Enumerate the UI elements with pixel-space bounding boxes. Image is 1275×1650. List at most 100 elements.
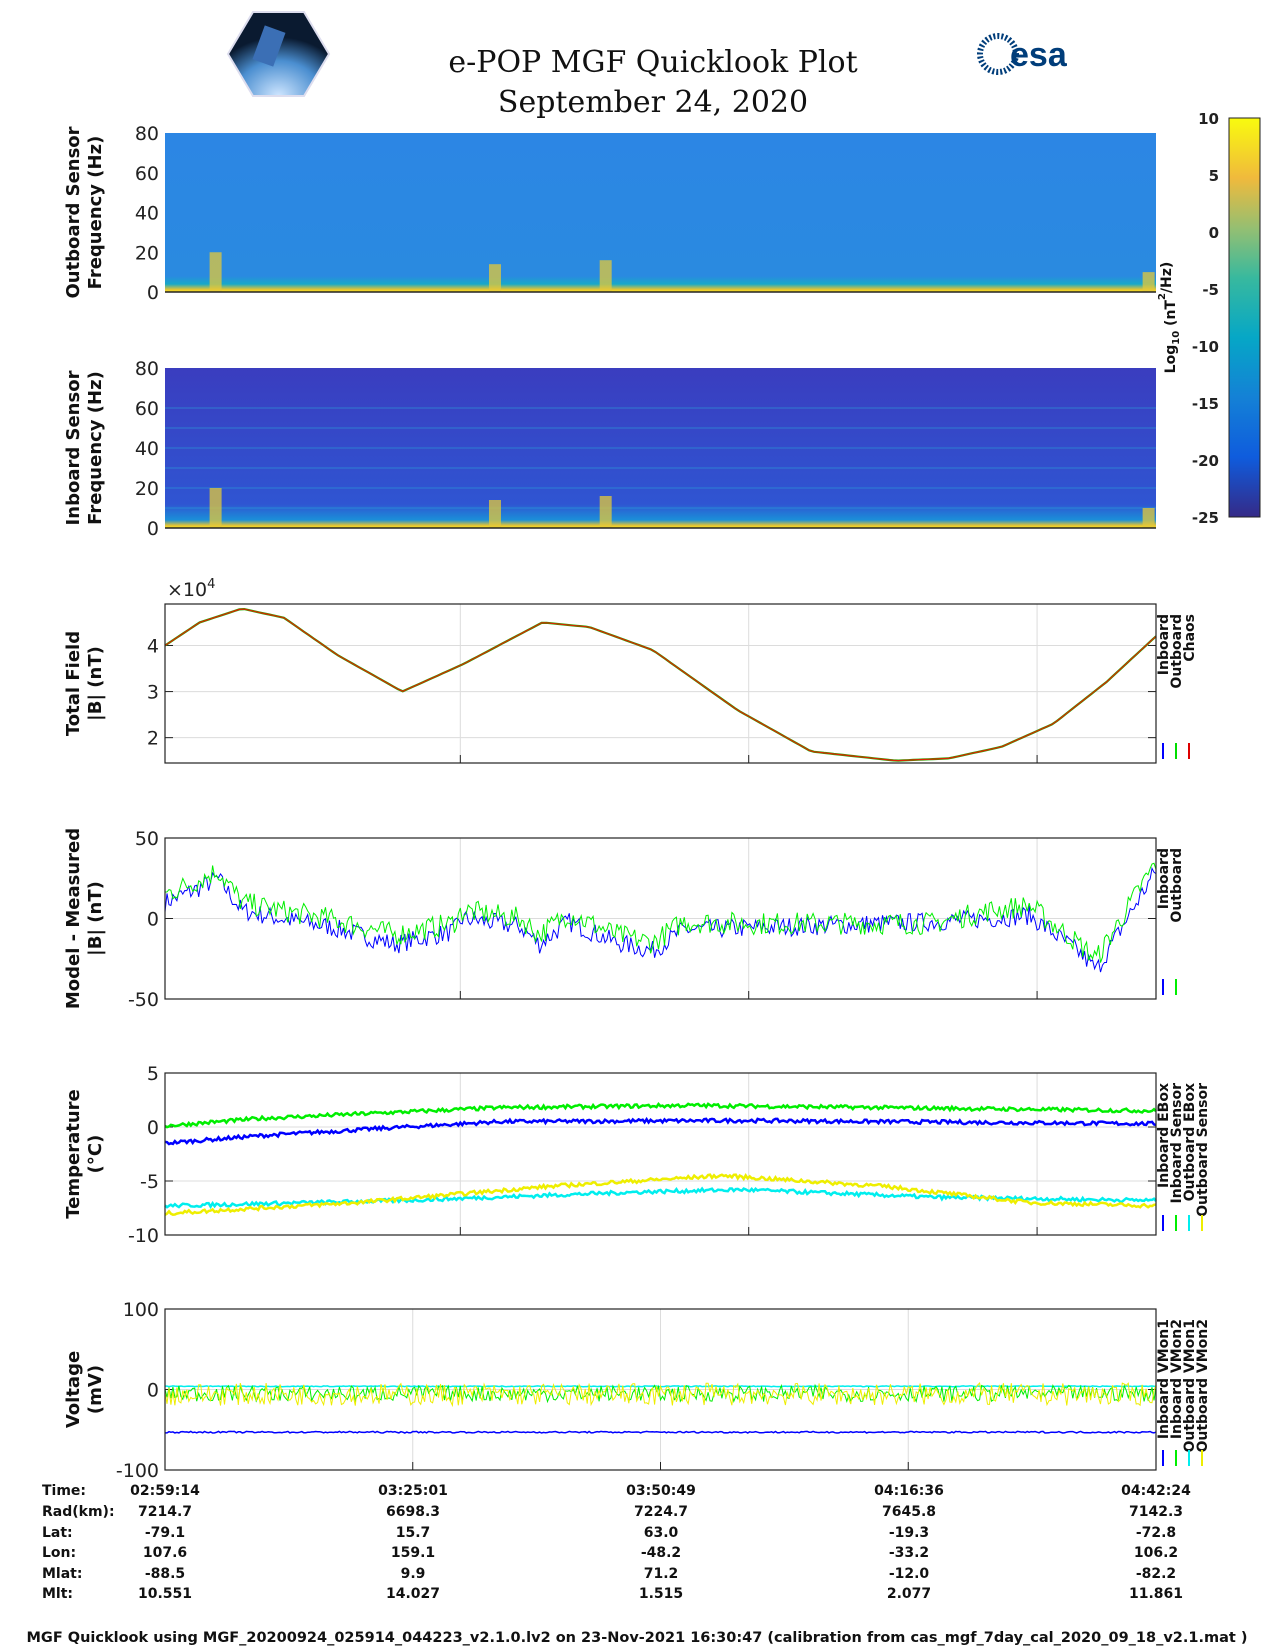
y-tick-label: 80 (135, 358, 159, 380)
table-cell: 107.6 (143, 1545, 187, 1561)
table-cell: 14.027 (386, 1586, 440, 1602)
table-cell: 04:16:36 (874, 1483, 944, 1499)
y-tick-label: -5 (140, 1171, 159, 1193)
axes-frame (164, 837, 1157, 1000)
exponent-superscript: 4 (207, 577, 215, 592)
y-axis-label: Frequency (Hz) (85, 371, 106, 525)
colorbar-label-part: (nT (1163, 300, 1179, 331)
y-tick-label: 60 (135, 398, 159, 420)
y-tick-label: 40 (135, 438, 159, 460)
axes-frame (164, 1072, 1157, 1236)
y-exponent-label: ×104 (167, 577, 215, 601)
colorbar (1228, 117, 1261, 518)
y-tick-label: 3 (147, 682, 159, 704)
table-cell: 2.077 (887, 1586, 931, 1602)
legend-label: Outboard VMon2 (1195, 1319, 1211, 1453)
table-row-label: Time: (42, 1483, 86, 1499)
spectral-burst (1142, 508, 1155, 528)
table-cell: 03:50:49 (626, 1483, 696, 1499)
colorbar-label-part: Log (1163, 345, 1179, 374)
legend-label: Inboard (1156, 848, 1172, 909)
colorbar-label-part: /Hz) (1159, 262, 1175, 293)
table-cell: 11.861 (1129, 1586, 1183, 1602)
colorbar-tick-label: -25 (1192, 509, 1219, 527)
table-cell: 7645.8 (882, 1504, 936, 1520)
y-axis-label: Outboard Sensor (63, 126, 84, 298)
table-cell: 03:25:01 (378, 1483, 448, 1499)
colorbar-tick-label: -15 (1192, 395, 1219, 413)
legend-label: Outboard Sensor (1195, 1083, 1211, 1217)
axes-frame (164, 1308, 1157, 1471)
table-cell: 1.515 (639, 1586, 683, 1602)
y-tick-label: -100 (116, 1460, 159, 1482)
spectral-burst (209, 488, 222, 528)
y-axis-label: Model - Measured (63, 828, 84, 1009)
table-cell: -33.2 (889, 1545, 929, 1561)
legend-label: Inboard (1156, 614, 1172, 675)
y-tick-label: 20 (135, 478, 159, 500)
legend-label: Inboard VMon2 (1169, 1319, 1185, 1439)
legend-label: Inboard Sensor (1169, 1083, 1185, 1204)
y-tick-label: 40 (135, 203, 159, 225)
table-row-label: Rad(km): (42, 1504, 115, 1520)
orbit-table: Time: Rad(km): Lat: Lon: Mlat: Mlt: 02:59:14 72… (42, 1483, 1191, 1602)
table-row-label: Mlat: (42, 1566, 82, 1582)
y-tick-label: 0 (147, 1380, 159, 1402)
series-inboard (164, 866, 1157, 973)
series-outboard-vmon2 (164, 1382, 1157, 1408)
table-cell: -12.0 (889, 1566, 930, 1582)
legend-label: Inboard VMon1 (1156, 1319, 1172, 1439)
y-tick-label: 100 (123, 1299, 159, 1321)
y-tick-label: 4 (147, 635, 159, 657)
legend-label: Outboard (1169, 848, 1185, 923)
table-cell: 7224.7 (634, 1504, 688, 1520)
colorbar-label-part: 10 (1171, 331, 1182, 345)
y-tick-label: 2 (147, 728, 159, 750)
y-axis-label: Temperature (63, 1089, 84, 1218)
outboard-spectrogram-image (165, 133, 1156, 292)
colorbar-label: Log10 (nT2/Hz) (1157, 262, 1182, 374)
legend-label: Chaos (1182, 614, 1198, 662)
y-tick-label: 60 (135, 163, 159, 185)
table-cell: -79.1 (145, 1525, 185, 1541)
colorbar-tick-label: -5 (1202, 281, 1219, 299)
series-chaos (164, 608, 1157, 762)
legend-label: Outboard EBox (1182, 1083, 1198, 1201)
colorbar-tick-label: 5 (1209, 167, 1219, 185)
legend-label: Outboard (1169, 614, 1185, 689)
cassiope-logo (226, 11, 331, 97)
table-cell: 71.2 (644, 1566, 679, 1582)
y-tick-label: 0 (147, 282, 159, 304)
table-cell: -48.2 (641, 1545, 681, 1561)
y-axis-label: Inboard Sensor (63, 370, 84, 525)
table-cell: 7142.3 (1129, 1504, 1183, 1520)
y-tick-label: 0 (147, 518, 159, 540)
table-cell: -82.2 (1136, 1566, 1176, 1582)
table-cell: 7214.7 (138, 1504, 192, 1520)
series-inboard-sensor (164, 1101, 1157, 1129)
spectral-burst (599, 496, 612, 528)
table-row-label: Lat: (42, 1525, 73, 1541)
y-tick-label: 50 (135, 828, 159, 850)
table-cell: -19.3 (889, 1525, 929, 1541)
y-tick-label: -10 (128, 1225, 159, 1247)
table-cell: 106.2 (1134, 1545, 1178, 1561)
series-outboard-sensor (164, 1173, 1157, 1216)
table-cell: 15.7 (396, 1525, 431, 1541)
y-axis-label: (mV) (85, 1365, 106, 1414)
table-cell: 10.551 (138, 1586, 192, 1602)
y-axis-label: Total Field (63, 631, 84, 736)
legend-label: Outboard VMon1 (1182, 1319, 1198, 1453)
axes-frame (164, 603, 1157, 764)
table-row-label: Lon: (42, 1545, 76, 1561)
spectral-burst (488, 500, 501, 528)
y-axis-label: |B| (nT) (85, 881, 106, 956)
y-tick-label: -50 (128, 989, 159, 1011)
y-axis-label: (°C) (85, 1135, 106, 1174)
y-axis-label: Frequency (Hz) (85, 136, 106, 290)
table-row-label: Mlt: (42, 1586, 73, 1602)
series-inboard-vmon1 (165, 1430, 1157, 1434)
esa-logo: esa (977, 33, 1068, 75)
table-cell: 63.0 (644, 1525, 679, 1541)
table-cell: 159.1 (391, 1545, 435, 1561)
